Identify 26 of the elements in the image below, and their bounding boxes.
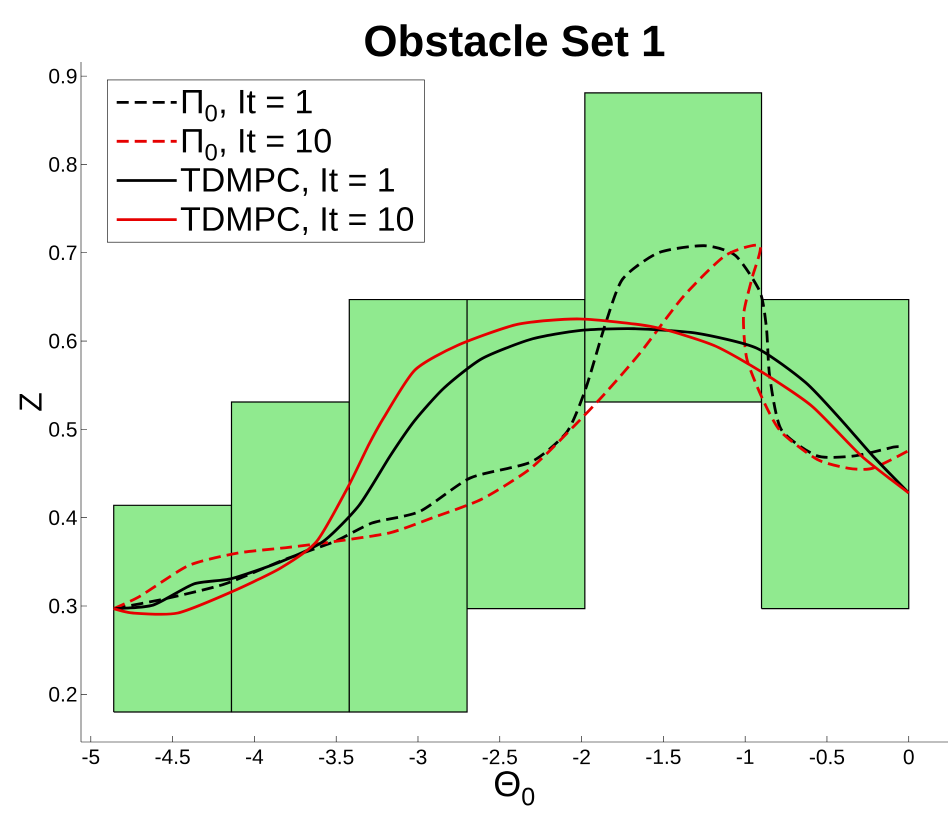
- x-tick-label: 0: [904, 750, 914, 764]
- x-tick-label: -2: [573, 750, 590, 764]
- x-tick-label: -3: [410, 750, 426, 764]
- legend-label: TDMPC, It = 1: [180, 168, 394, 196]
- y-tick-label: 0.4: [49, 510, 77, 526]
- y-tick-label: 0.5: [49, 422, 77, 437]
- x-tick-label: -2.5: [482, 750, 517, 764]
- y-tick-label: 0.2: [49, 686, 76, 702]
- x-tick-label: -4.5: [156, 750, 190, 764]
- legend-label: Π$_{0}$, It = 10: [182, 128, 331, 161]
- chart-title: Obstacle Set 1: [365, 24, 664, 56]
- x-tick-label: -5: [82, 750, 100, 764]
- y-tick-label: 0.6: [49, 334, 77, 348]
- legend-label: Π$_{0}$, It = 1: [182, 90, 312, 122]
- y-tick-label: 0.9: [49, 68, 76, 84]
- x-tick-label: -3.5: [319, 750, 354, 764]
- x-tick-label: -1.5: [646, 750, 681, 764]
- x-axis-title: Θ$_{0}$: [495, 771, 534, 806]
- y-tick-label: 0.8: [49, 157, 77, 172]
- y-tick-label: 0.3: [49, 598, 77, 614]
- x-tick-label: -4: [246, 750, 264, 764]
- x-tick-label: -0.5: [810, 750, 844, 764]
- y-axis-title: Z: [20, 393, 42, 411]
- y-tick-label: 0.7: [49, 245, 76, 260]
- legend-label: TDMPC, It = 10: [180, 207, 414, 236]
- x-tick-label: -1: [736, 750, 754, 764]
